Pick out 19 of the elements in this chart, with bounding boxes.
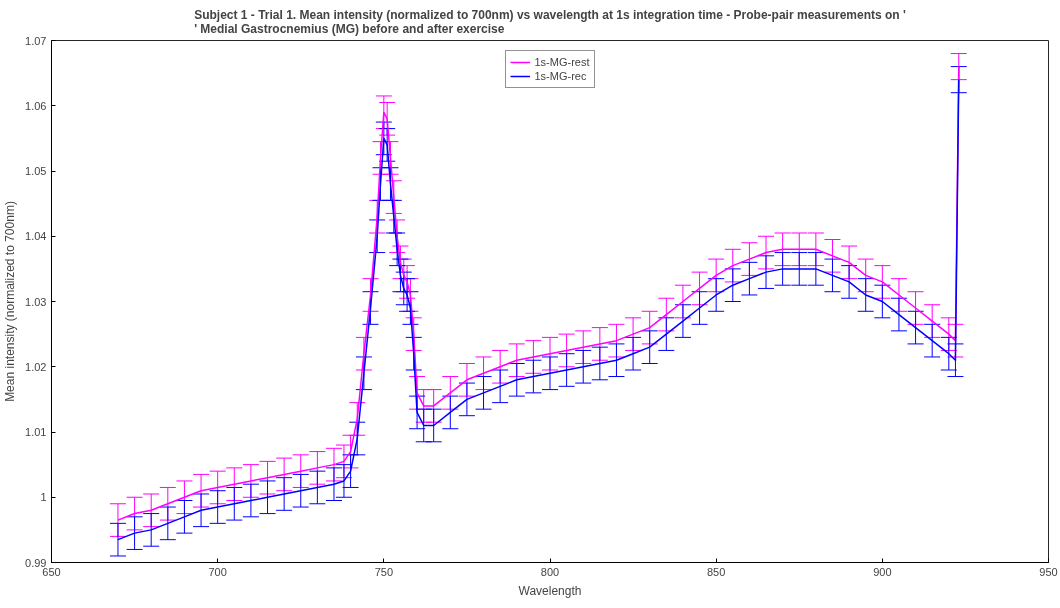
x-tick-label: 900 — [873, 565, 892, 578]
legend-label: 1s-MG-rest — [534, 55, 590, 69]
chart-title: Subject 1 - Trial 1. Mean intensity (normalized to 700nm) vs wavelength at 1s integration time - Probe-pair measurements on ' ' Medial Gastrocnemius (MG) before and after exercise — [194, 7, 906, 36]
y-tick-label: 1.02 — [25, 360, 47, 373]
x-tick-label: 750 — [374, 565, 394, 578]
y-tick-label: 1.06 — [25, 99, 47, 112]
y-tick-label: 1.01 — [25, 426, 47, 438]
x-tick-label: 850 — [706, 565, 726, 578]
x-tick-label: 700 — [208, 565, 227, 578]
legend-label: 1s-MG-rec — [534, 69, 587, 83]
y-tick-label: 1.07 — [25, 34, 47, 47]
y-tick-label: 1.04 — [25, 230, 47, 243]
x-tick-label: 950 — [1039, 565, 1058, 578]
x-tick-label: 800 — [540, 565, 560, 578]
y-tick-label: 1.03 — [25, 295, 47, 308]
y-tick-label: 1 — [40, 491, 47, 504]
x-axis-title: Wavelength — [518, 583, 582, 598]
y-axis-title: Mean intensity (normalized to 700nm) — [3, 201, 18, 402]
y-tick-label: 1.05 — [25, 165, 47, 177]
